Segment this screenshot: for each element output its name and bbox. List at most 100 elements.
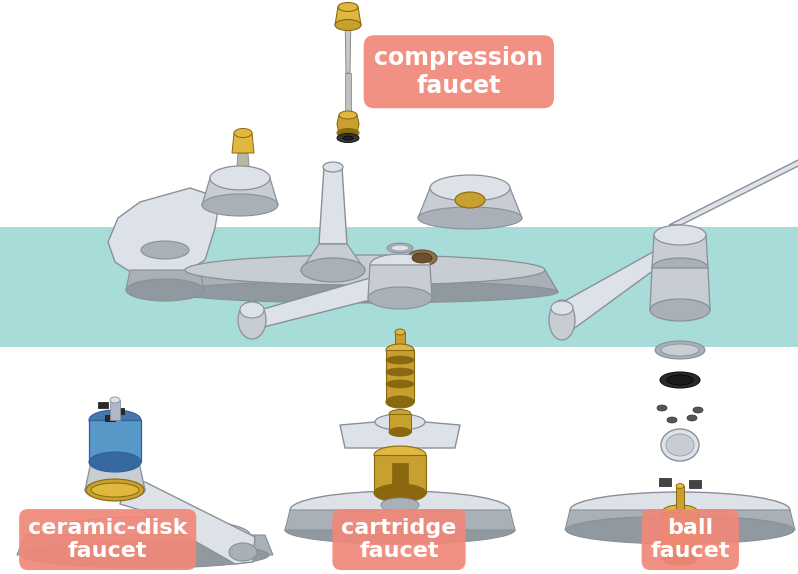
Ellipse shape: [430, 175, 510, 201]
Ellipse shape: [407, 250, 437, 266]
Ellipse shape: [185, 255, 545, 285]
Polygon shape: [0, 227, 798, 347]
Ellipse shape: [110, 397, 120, 403]
Ellipse shape: [338, 2, 358, 11]
Ellipse shape: [657, 405, 667, 411]
Polygon shape: [340, 422, 460, 448]
Polygon shape: [368, 265, 432, 298]
Ellipse shape: [89, 452, 141, 472]
Polygon shape: [662, 512, 698, 558]
Polygon shape: [110, 400, 120, 420]
Ellipse shape: [89, 410, 141, 430]
Ellipse shape: [650, 299, 710, 321]
Ellipse shape: [566, 516, 794, 544]
Polygon shape: [565, 510, 795, 530]
Polygon shape: [172, 270, 558, 292]
Polygon shape: [659, 478, 671, 486]
Polygon shape: [650, 268, 710, 310]
Polygon shape: [98, 402, 108, 408]
Ellipse shape: [551, 301, 573, 315]
Ellipse shape: [395, 329, 405, 335]
Polygon shape: [319, 167, 347, 244]
Ellipse shape: [229, 543, 257, 561]
Ellipse shape: [655, 341, 705, 359]
Ellipse shape: [549, 300, 575, 340]
Ellipse shape: [323, 162, 343, 172]
Ellipse shape: [661, 429, 699, 461]
Polygon shape: [114, 408, 124, 414]
Ellipse shape: [661, 344, 699, 356]
Polygon shape: [285, 510, 515, 530]
Ellipse shape: [370, 254, 430, 276]
Ellipse shape: [387, 243, 413, 253]
Text: ball
faucet: ball faucet: [650, 518, 730, 561]
Ellipse shape: [652, 258, 708, 278]
Ellipse shape: [386, 356, 414, 364]
Polygon shape: [652, 235, 708, 268]
Ellipse shape: [343, 136, 353, 140]
Ellipse shape: [86, 479, 144, 501]
Ellipse shape: [21, 542, 269, 568]
Ellipse shape: [335, 20, 361, 30]
Polygon shape: [89, 420, 141, 462]
Ellipse shape: [667, 417, 677, 423]
Polygon shape: [386, 350, 414, 402]
Polygon shape: [389, 414, 411, 432]
Ellipse shape: [386, 380, 414, 388]
Ellipse shape: [240, 302, 264, 318]
Polygon shape: [345, 73, 351, 115]
Ellipse shape: [654, 225, 706, 245]
Polygon shape: [108, 188, 220, 278]
Polygon shape: [105, 415, 115, 421]
Polygon shape: [85, 462, 145, 490]
Ellipse shape: [85, 480, 145, 500]
Ellipse shape: [375, 414, 425, 430]
Polygon shape: [126, 270, 204, 290]
Ellipse shape: [210, 166, 270, 190]
Ellipse shape: [381, 498, 419, 512]
Ellipse shape: [172, 281, 558, 303]
Ellipse shape: [386, 396, 414, 408]
Polygon shape: [232, 133, 254, 153]
Ellipse shape: [40, 517, 250, 553]
Ellipse shape: [202, 194, 278, 216]
Polygon shape: [337, 115, 359, 133]
Ellipse shape: [662, 505, 698, 519]
Ellipse shape: [368, 287, 432, 309]
Polygon shape: [17, 535, 273, 555]
Ellipse shape: [141, 241, 189, 259]
Ellipse shape: [374, 446, 426, 464]
Polygon shape: [669, 148, 798, 225]
Ellipse shape: [91, 453, 139, 471]
Polygon shape: [392, 463, 408, 493]
Ellipse shape: [386, 368, 414, 376]
Ellipse shape: [693, 407, 703, 413]
Polygon shape: [374, 455, 426, 493]
Polygon shape: [395, 332, 405, 350]
Polygon shape: [120, 482, 255, 564]
Ellipse shape: [126, 279, 204, 301]
Polygon shape: [552, 248, 660, 330]
Polygon shape: [345, 13, 351, 73]
Ellipse shape: [374, 484, 426, 502]
Polygon shape: [335, 7, 361, 25]
Ellipse shape: [301, 258, 365, 282]
Ellipse shape: [660, 372, 700, 388]
Ellipse shape: [666, 434, 694, 456]
Polygon shape: [676, 486, 684, 510]
Ellipse shape: [290, 491, 510, 529]
Ellipse shape: [389, 428, 411, 436]
Ellipse shape: [687, 415, 697, 421]
Polygon shape: [301, 244, 365, 270]
Polygon shape: [418, 188, 522, 218]
Ellipse shape: [455, 192, 485, 208]
Ellipse shape: [418, 207, 522, 229]
Polygon shape: [689, 480, 701, 488]
Ellipse shape: [386, 344, 414, 356]
Polygon shape: [252, 278, 370, 330]
Ellipse shape: [238, 301, 266, 339]
Ellipse shape: [339, 111, 357, 119]
Polygon shape: [202, 178, 278, 205]
Ellipse shape: [667, 375, 693, 385]
Ellipse shape: [337, 129, 359, 138]
